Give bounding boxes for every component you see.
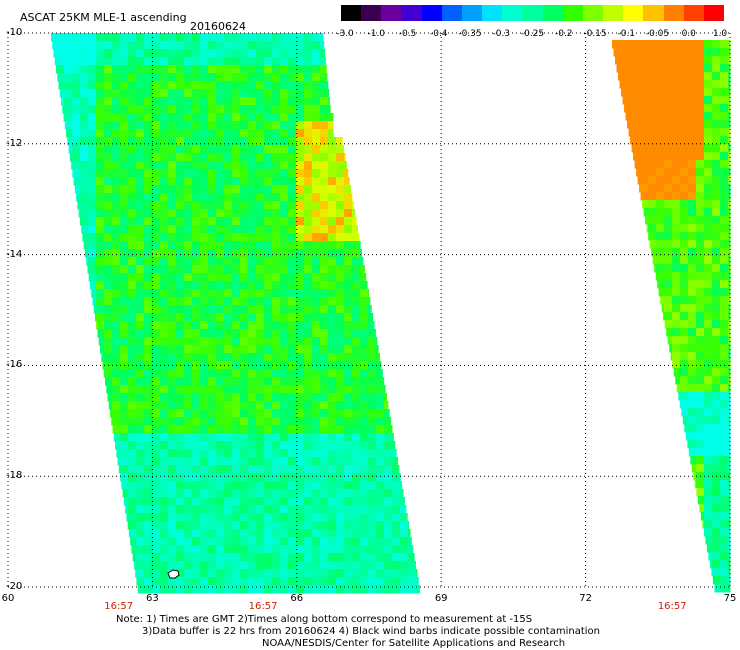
color-scale-tick-label: -0.35: [458, 29, 482, 39]
latitude-tick-label: -12: [6, 137, 23, 149]
color-swatch: [663, 5, 684, 21]
color-swatch: [643, 5, 664, 21]
longitude-tick-label: 66: [290, 593, 304, 604]
color-scale-tick-label: -0.05: [645, 29, 670, 39]
color-swatch: [683, 5, 704, 21]
latitude-tick-label: -10: [6, 27, 23, 38]
time-label: 16:57: [657, 601, 687, 612]
map-date: 20160624: [190, 20, 246, 33]
color-swatch: [461, 5, 483, 21]
color-scale-tick-label: 1.0: [712, 29, 728, 39]
color-scale-tick-label: -1.0: [367, 29, 386, 39]
time-label: 16:57: [104, 601, 134, 612]
color-scale-tick-label: -0.3: [492, 29, 511, 39]
latitude-tick-label: -16: [6, 359, 23, 371]
time-label: 16:57: [248, 601, 278, 612]
color-swatch: [421, 5, 442, 21]
color-swatch: [623, 5, 644, 21]
color-scale-tick-label: -0.2: [554, 29, 573, 39]
color-swatch: [401, 5, 422, 21]
color-swatch: [603, 5, 624, 21]
latitude-tick-label: -20: [6, 581, 23, 592]
longitude-tick-label: 69: [434, 593, 448, 604]
island-outline: [167, 569, 180, 579]
color-swatch: [482, 5, 503, 21]
color-swatch: [441, 5, 462, 21]
color-scale-tick-label: 0.0: [681, 29, 696, 39]
color-swatch: [381, 5, 402, 21]
color-scale-tick-label: -0.15: [583, 29, 607, 39]
color-swatch: [562, 5, 583, 21]
color-swatch: [542, 5, 563, 21]
color-scale-tick-label: -0.25: [520, 29, 545, 39]
color-scale-tick-label: -0.5: [398, 29, 417, 39]
color-scale-tick-label: -0.4: [429, 29, 448, 39]
latitude-tick-label: -14: [6, 248, 23, 260]
color-swatch: [361, 5, 382, 21]
color-scale-tick-label: -3.0: [336, 29, 354, 39]
west-swath: [51, 33, 421, 594]
color-swatch: [341, 5, 362, 21]
color-swatch: [703, 5, 724, 21]
longitude-tick-label: 60: [1, 593, 15, 604]
longitude-tick-label: 72: [579, 593, 592, 604]
color-swatch: [502, 5, 523, 21]
note-line-1: Note: 1) Times are GMT 2)Times along bot…: [116, 614, 533, 625]
color-scale-tick-label: -0.1: [617, 29, 636, 39]
longitude-tick-label: 75: [723, 593, 737, 604]
note-line-3: NOAA/NESDIS/Center for Satellite Applica…: [262, 638, 566, 649]
color-swatch: [582, 5, 604, 21]
note-line-2: 3)Data buffer is 22 hrs from 20160624 4)…: [142, 626, 600, 637]
color-scale-bar: [341, 5, 724, 21]
longitude-tick-label: 63: [146, 593, 159, 604]
east-swath: [612, 40, 731, 593]
latitude-tick-label: -18: [6, 470, 23, 482]
color-swatch: [522, 5, 543, 21]
map-title: ASCAT 25KM MLE-1 ascending: [20, 11, 187, 24]
